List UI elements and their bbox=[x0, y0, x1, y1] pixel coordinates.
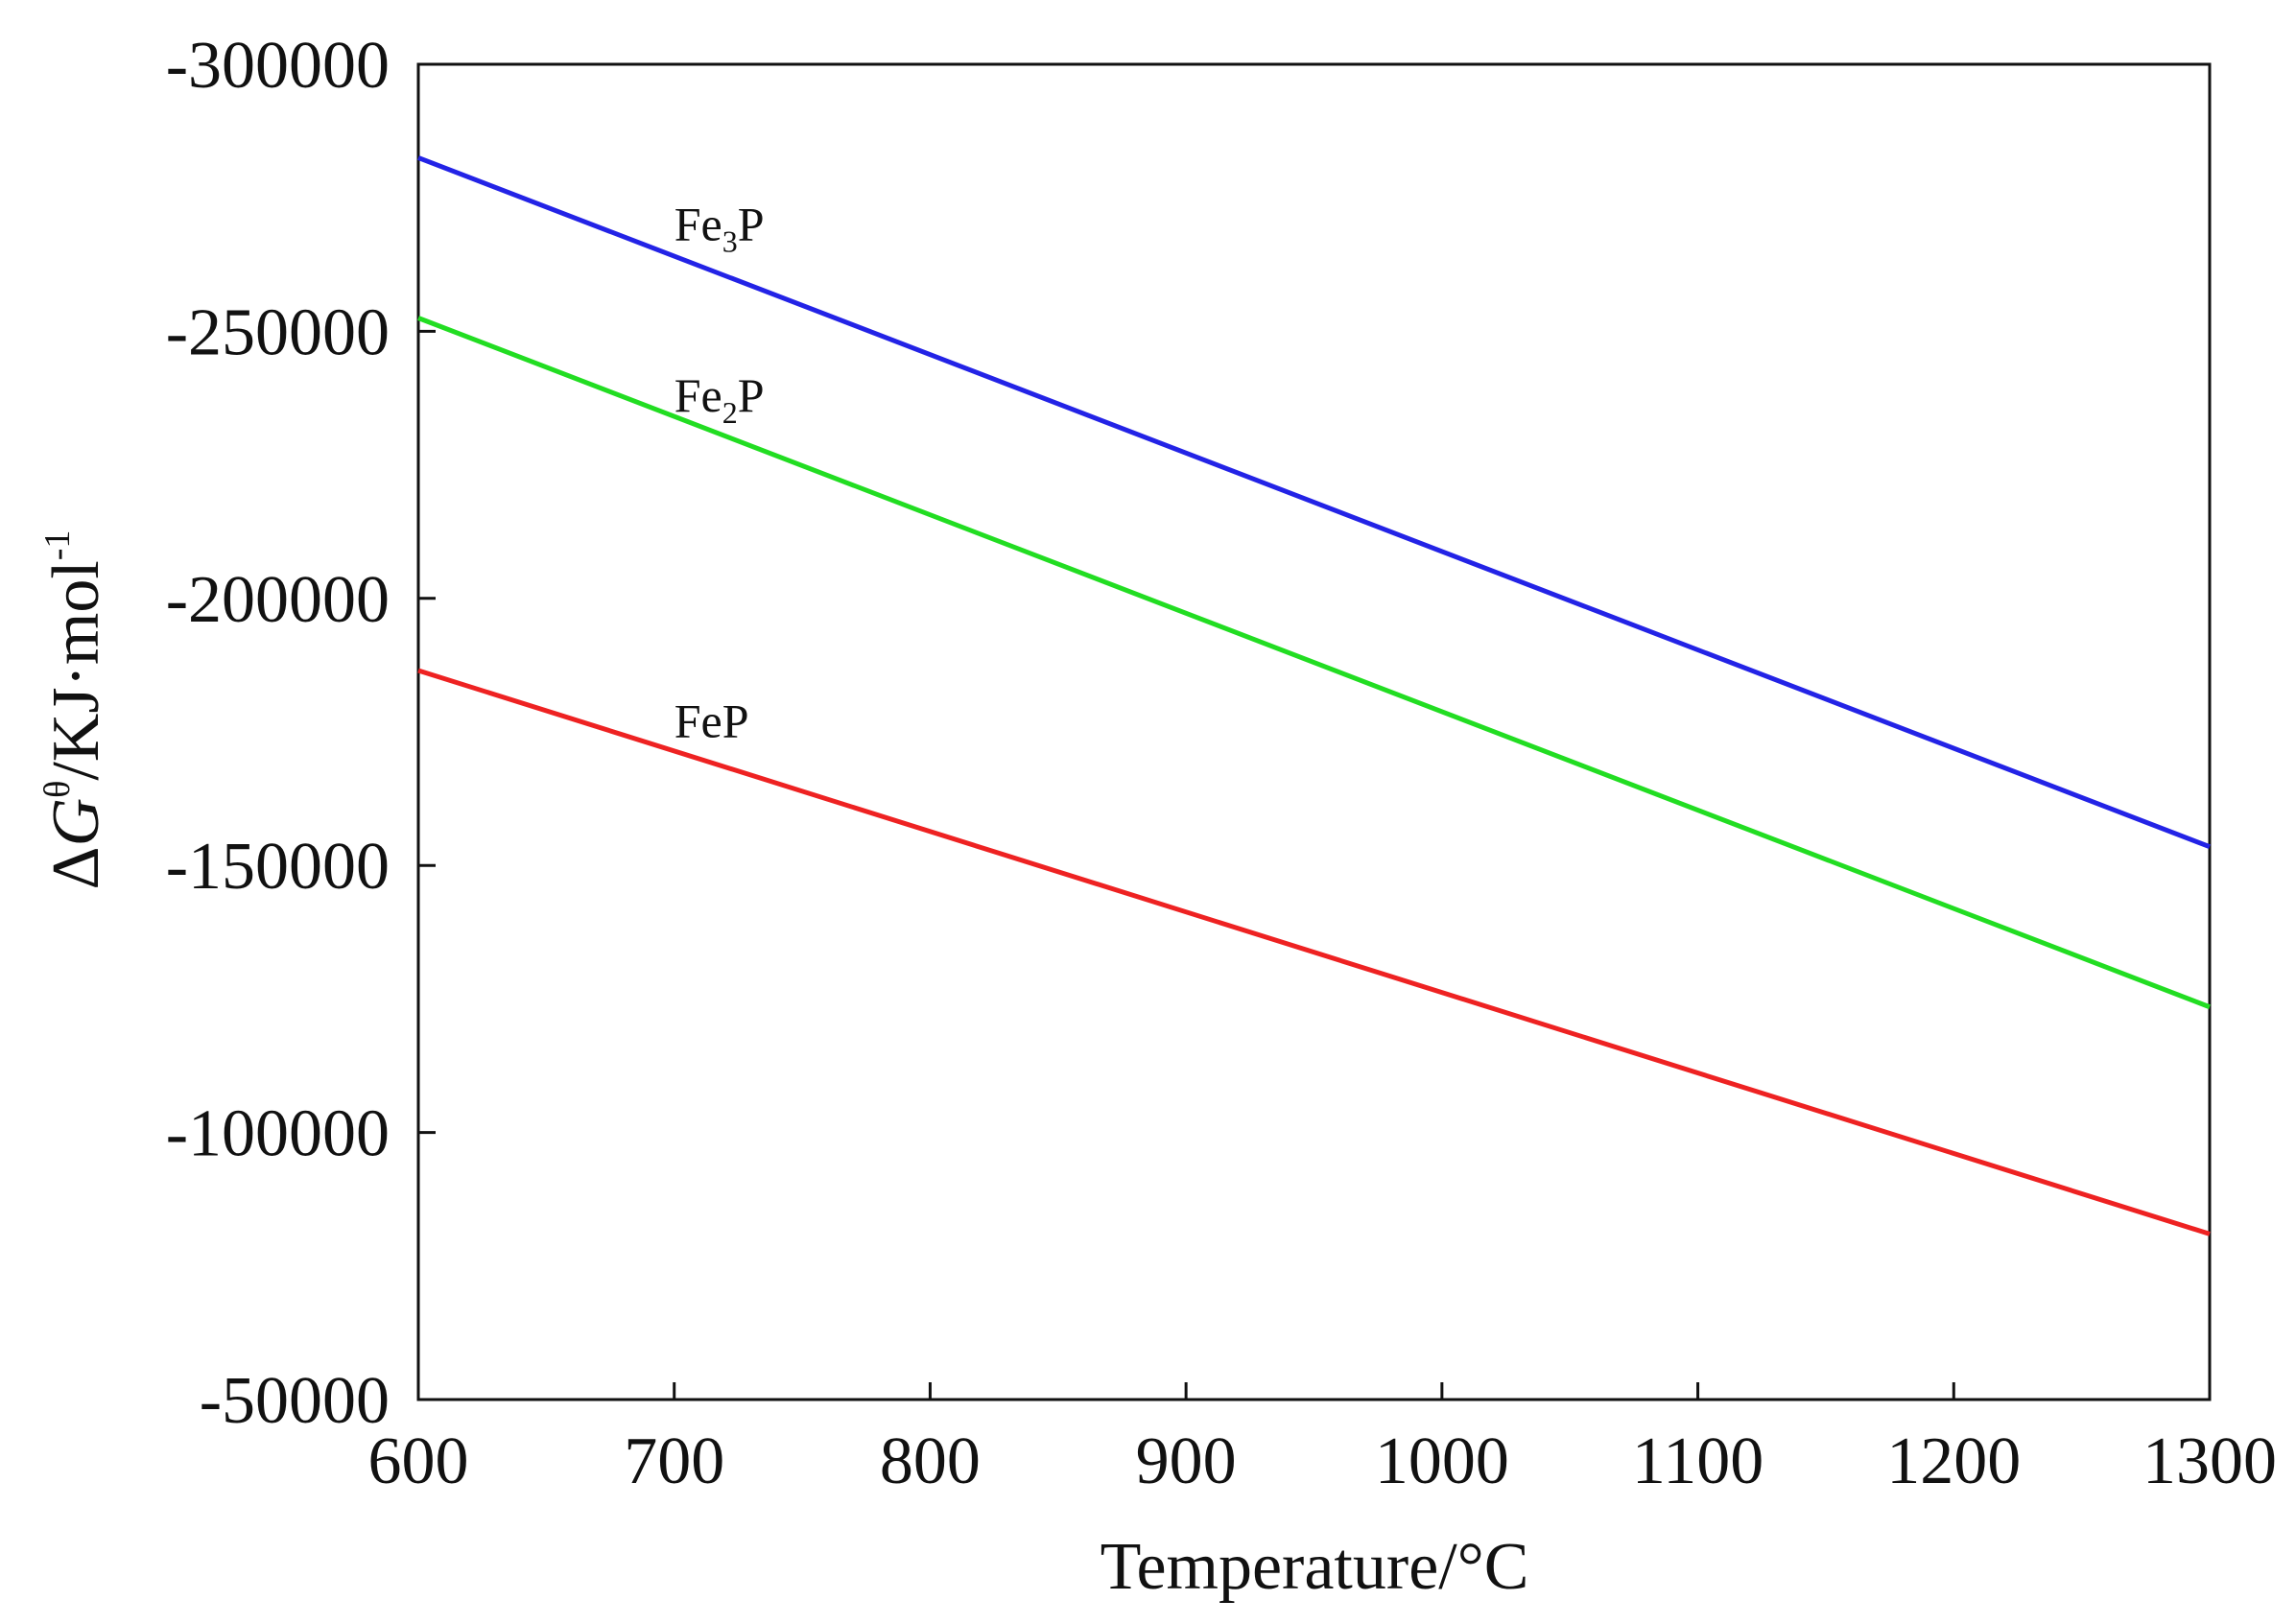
y-axis-ticks: -300000 -250000 -200000 -150000 -100000 -5000… bbox=[166, 29, 436, 1438]
series-label-fe3p: Fe3P bbox=[675, 198, 765, 259]
series-line-fep bbox=[417, 668, 2211, 1236]
series-label-fe2p: Fe2P bbox=[675, 368, 765, 430]
x-tick-label: 700 bbox=[624, 1424, 724, 1498]
y-tick-label: -100000 bbox=[166, 1097, 390, 1171]
y-tick-label: -250000 bbox=[166, 295, 390, 369]
y-tick-label: -300000 bbox=[166, 29, 390, 103]
y-tick-label: -200000 bbox=[166, 563, 390, 637]
y-axis-title: ΔGθ/KJ·mol-1 bbox=[37, 530, 113, 890]
y-tick-label: -150000 bbox=[166, 830, 390, 904]
x-axis-title: Temperature/°C bbox=[1101, 1530, 1529, 1604]
series-label-base: Fe bbox=[675, 368, 722, 422]
y-axis-title-unit: /KJ·mol bbox=[39, 560, 113, 780]
x-tick-label: 600 bbox=[368, 1424, 469, 1498]
series-lines bbox=[417, 155, 2211, 1236]
series-label-base: Fe bbox=[675, 198, 722, 251]
series-label-subscript: 2 bbox=[722, 395, 738, 430]
x-tick-label: 800 bbox=[880, 1424, 981, 1498]
series-label-tail: P bbox=[738, 368, 765, 422]
x-axis-ticks: 600 700 800 900 1000 1100 1200 1300 bbox=[368, 1382, 2277, 1498]
y-axis-title-superscript: θ bbox=[37, 781, 78, 798]
y-axis-title-variable: G bbox=[39, 798, 113, 847]
plot-frame bbox=[416, 62, 2212, 1401]
y-tick-label: -50000 bbox=[200, 1364, 390, 1438]
x-tick-label: 1300 bbox=[2142, 1424, 2277, 1498]
x-tick-label: 900 bbox=[1136, 1424, 1237, 1498]
x-tick-label: 1200 bbox=[1886, 1424, 2021, 1498]
y-axis-title-delta: Δ bbox=[39, 846, 113, 889]
series-label-tail: P bbox=[738, 198, 765, 251]
x-tick-label: 1100 bbox=[1632, 1424, 1763, 1498]
series-label-base: FeP bbox=[675, 694, 749, 748]
y-axis-title-exponent: -1 bbox=[37, 530, 78, 561]
x-tick-label: 1000 bbox=[1375, 1424, 1509, 1498]
series-label-subscript: 3 bbox=[722, 224, 738, 259]
series-line-fe3p bbox=[417, 155, 2211, 850]
series-label-fep: FeP bbox=[675, 694, 749, 748]
series-line-fe2p bbox=[417, 316, 2211, 1010]
